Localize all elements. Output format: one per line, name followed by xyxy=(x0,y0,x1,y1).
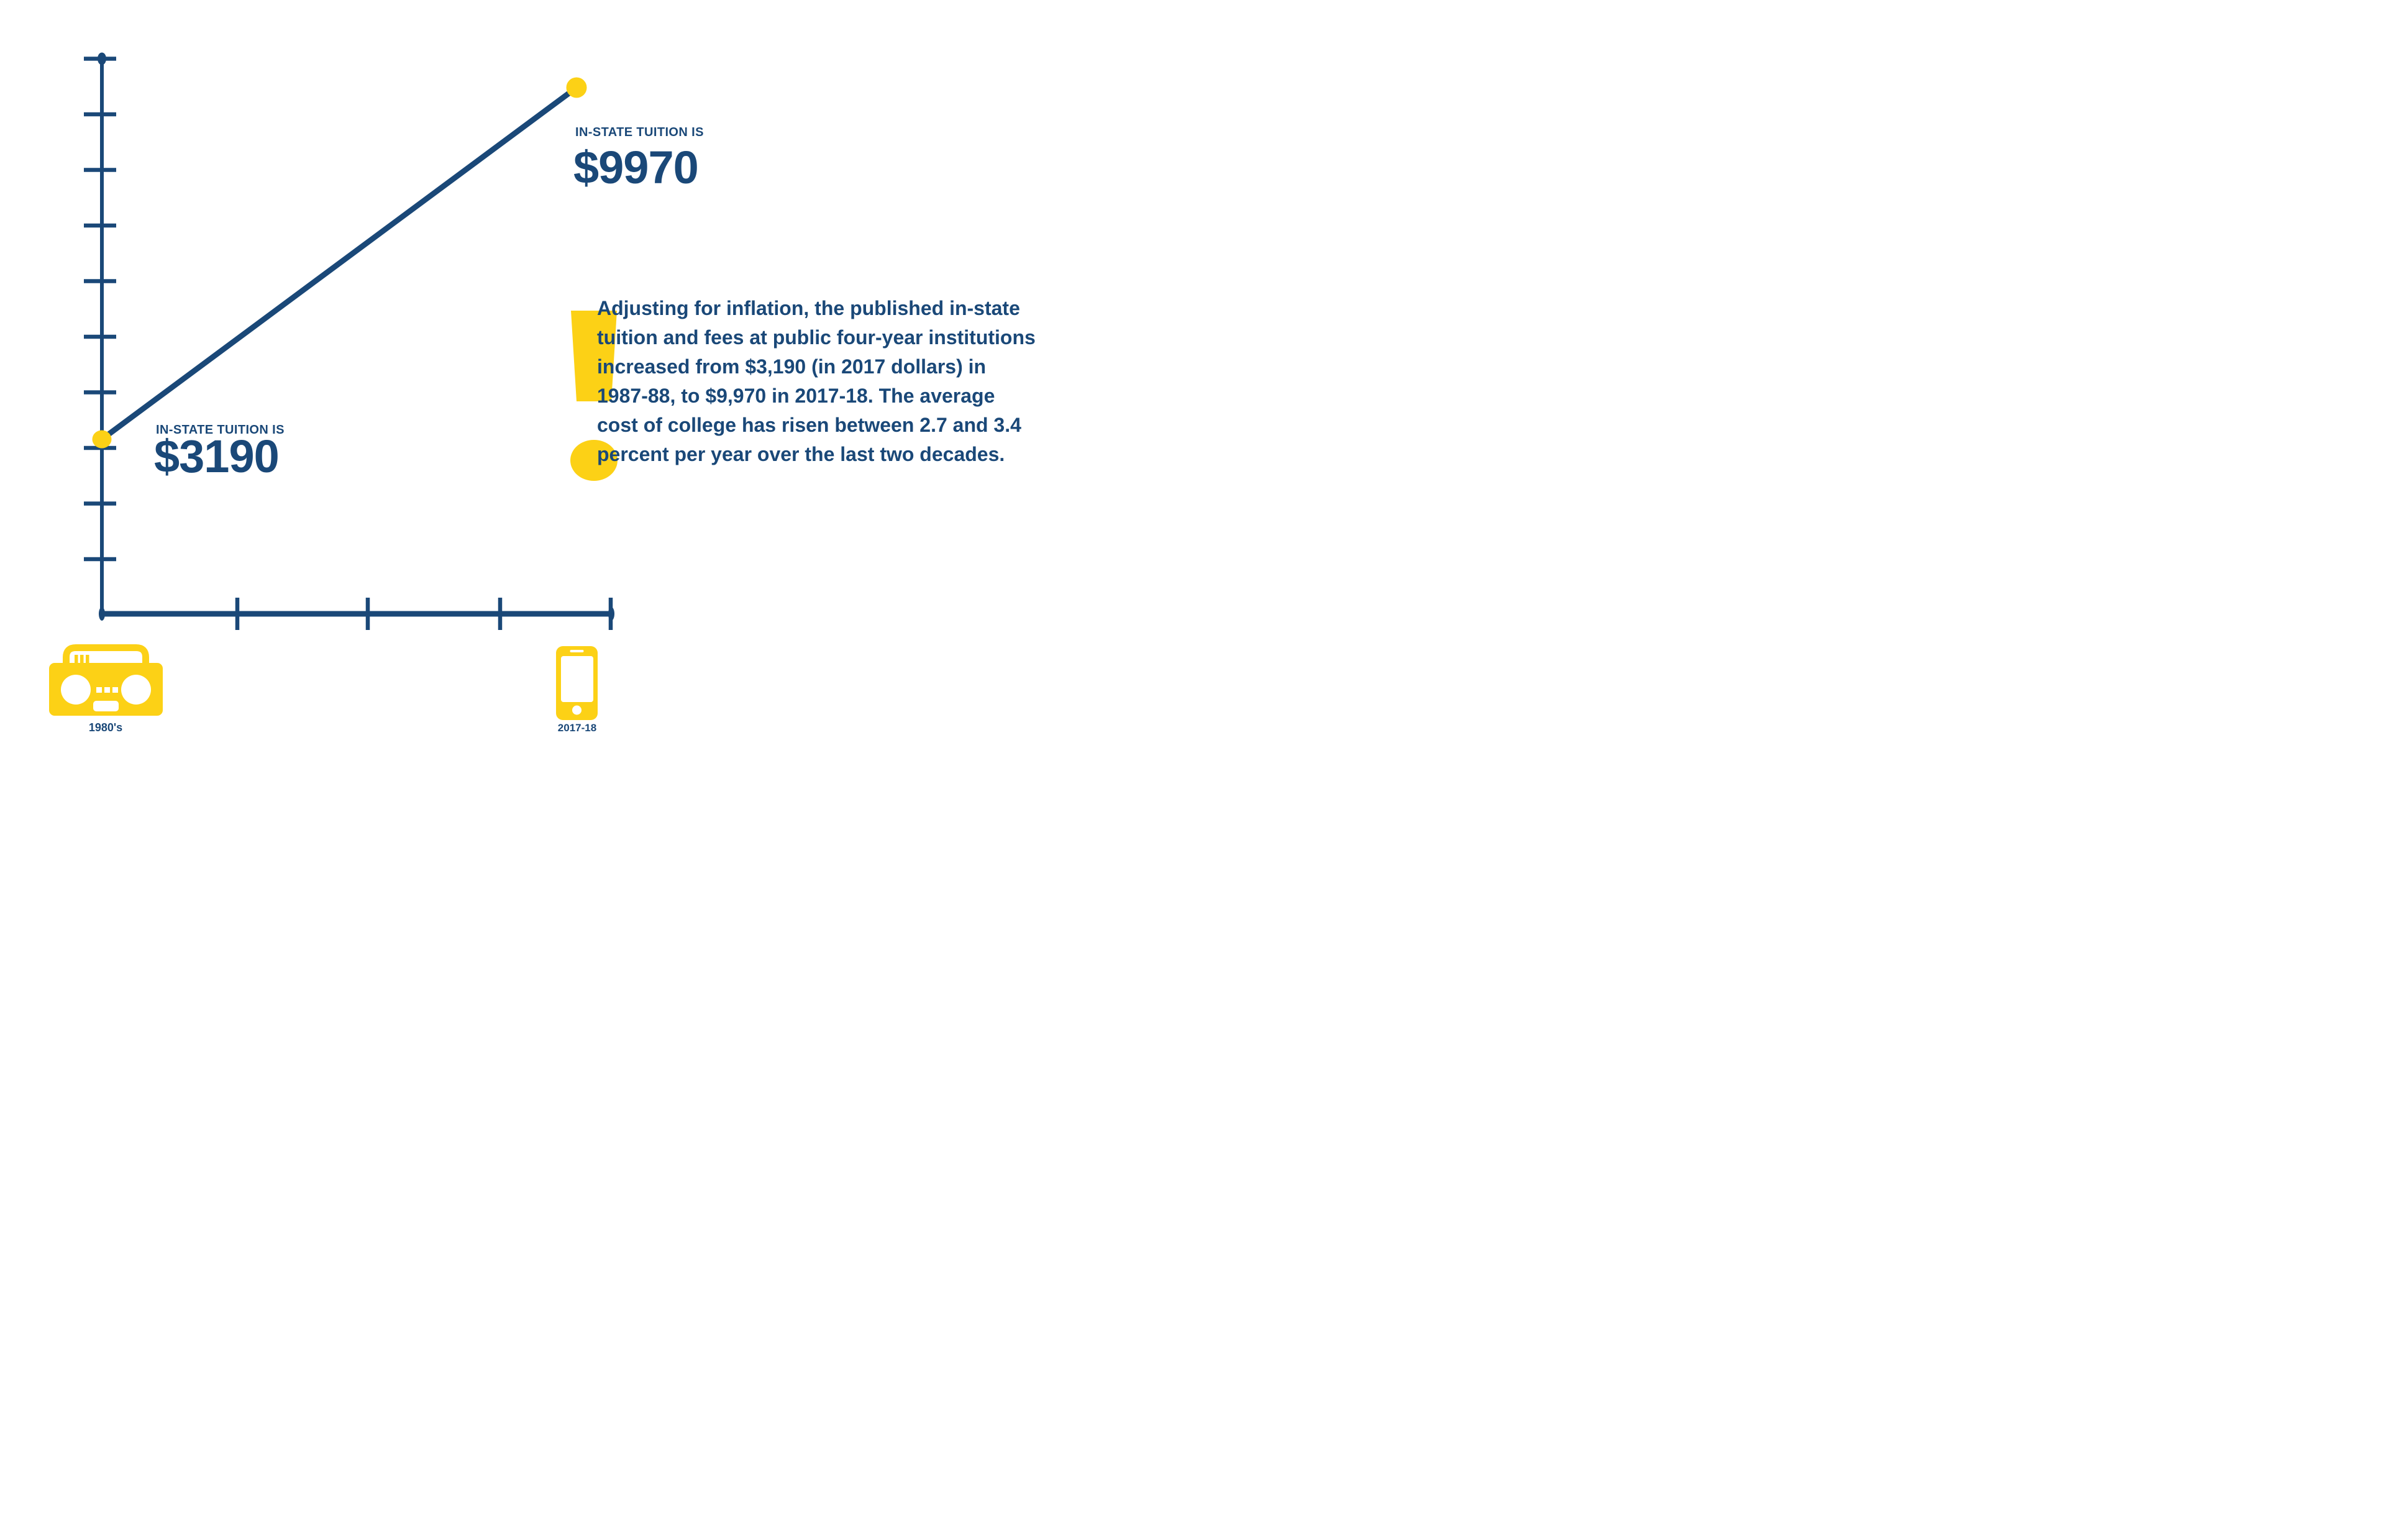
boombox-button xyxy=(112,687,118,693)
boombox-notch xyxy=(75,655,78,663)
boombox-notch xyxy=(80,655,84,663)
data-point-1987 xyxy=(92,430,112,449)
x-axis-label-2017-18: 2017-18 xyxy=(557,722,597,734)
phone-screen xyxy=(561,656,593,702)
boombox-handle xyxy=(63,644,149,670)
description-paragraph: Adjusting for inflation, the published i… xyxy=(597,297,1036,465)
x-axis-ticks xyxy=(235,598,613,630)
data-point-2017 xyxy=(566,77,587,98)
phone-speaker-slit xyxy=(570,650,584,652)
boombox-speaker-right xyxy=(121,675,151,705)
end-point-kicker: IN-STATE TUITION IS xyxy=(575,125,704,139)
start-point-kicker: IN-STATE TUITION IS xyxy=(156,423,285,437)
exclamation-bar xyxy=(571,311,617,401)
boombox-speaker-left xyxy=(61,675,91,705)
y-axis xyxy=(84,52,116,616)
smartphone-icon xyxy=(556,646,598,720)
exclamation-mark-icon xyxy=(570,311,618,481)
infographic-canvas: IN-STATE TUITION IS $9970 IN-STATE TUITI… xyxy=(0,0,1204,762)
boombox-button xyxy=(96,687,102,693)
x-axis-label-1980s: 1980's xyxy=(88,721,123,734)
end-point-value: $9970 xyxy=(573,142,699,193)
boombox-button xyxy=(104,687,110,693)
start-point-value: $3190 xyxy=(154,431,280,482)
tuition-line-chart xyxy=(49,52,618,720)
boombox-icon xyxy=(49,644,163,716)
phone-home-button xyxy=(572,705,581,715)
trend-line xyxy=(100,85,578,442)
x-axis-left-cap xyxy=(99,607,105,621)
x-axis xyxy=(99,598,614,630)
boombox-notch xyxy=(86,655,89,663)
exclamation-dot xyxy=(570,440,618,481)
boombox-cassette-deck xyxy=(93,701,119,711)
